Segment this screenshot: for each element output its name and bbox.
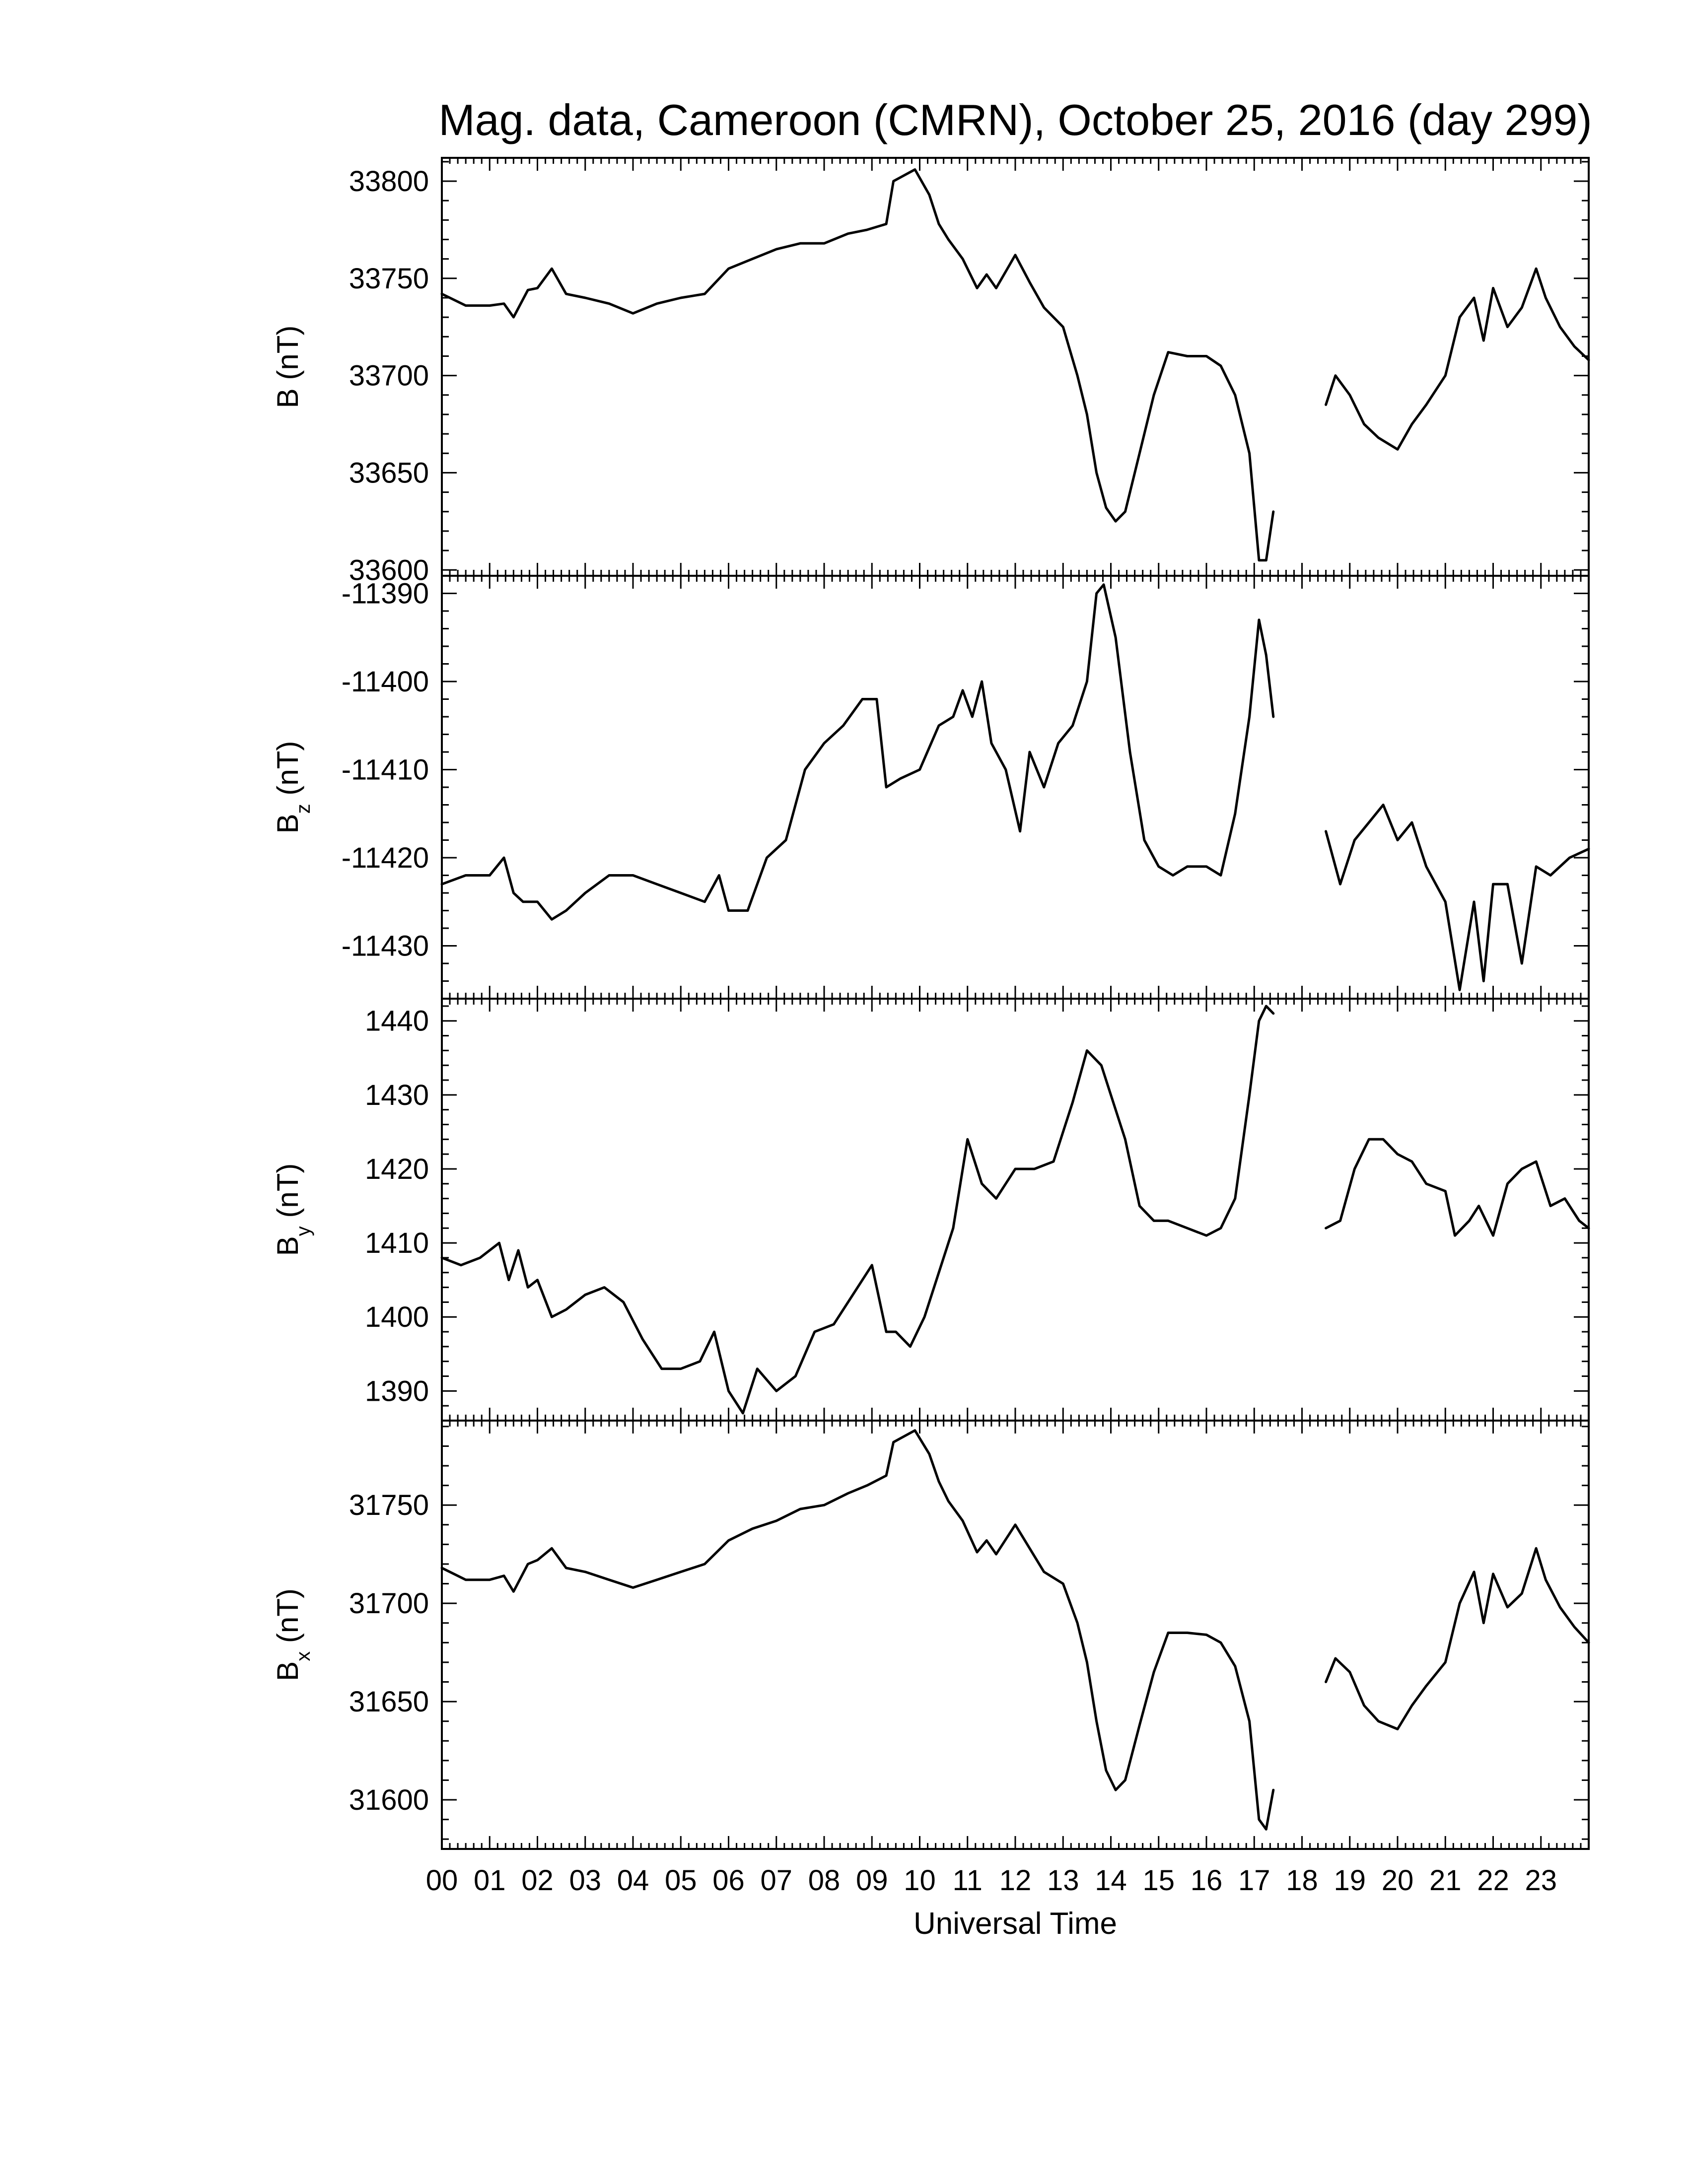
trace-Bx-segment-2	[1325, 1547, 1590, 1730]
trace-B-segment-1	[440, 168, 1275, 562]
panel-frame-By	[441, 998, 1590, 1422]
x-tick-label: 11	[953, 1864, 983, 1897]
trace-Bz-segment-2	[1325, 804, 1590, 991]
y-tick-label-Bz: -11390	[342, 578, 429, 610]
x-tick-label: 02	[521, 1864, 554, 1897]
x-tick-label: 01	[474, 1864, 506, 1897]
y-axis-label-unit: (nT)	[271, 1163, 304, 1227]
x-tick-label: 06	[712, 1864, 745, 1897]
trace-Bx-segment-1	[440, 1429, 1275, 1831]
y-axis-label-unit: (nT)	[271, 326, 304, 389]
y-axis-label-unit: (nT)	[271, 741, 304, 804]
trace-B-segment-2	[1325, 267, 1590, 451]
x-tick-label: 09	[856, 1864, 888, 1897]
x-tick-label: 19	[1334, 1864, 1366, 1897]
y-tick-label-By: 1430	[365, 1079, 429, 1111]
y-axis-label-main: B	[271, 814, 304, 833]
y-tick-label-By: 1440	[365, 1005, 429, 1037]
panel-Bz: -11390 -11400 -11410 -11420 -11430 Bz (nT)	[271, 575, 1590, 1000]
y-axis-label-subscript: x	[292, 1651, 314, 1661]
x-tick-label: 15	[1142, 1864, 1175, 1897]
trace-By-segment-2	[1325, 1138, 1590, 1237]
y-tick-label-Bx: 31700	[349, 1587, 429, 1620]
time-axis: 00 01 02 03 04 05 06 07 08 09 10 11 12 13 14 15 16 17 18 19…	[426, 1864, 1557, 1897]
x-tick-label: 03	[569, 1864, 601, 1897]
y-axis-label-subscript: z	[292, 804, 314, 814]
y-tick-label-By: 1400	[365, 1301, 429, 1333]
panel-frame-B	[441, 157, 1590, 577]
y-tick-label-By: 1390	[365, 1375, 429, 1407]
x-axis-label: Universal Time	[914, 1907, 1117, 1941]
panel-frame-Bz	[441, 575, 1590, 1000]
y-tick-label-Bz: -11430	[342, 930, 429, 962]
y-tick-label-By: 1410	[365, 1227, 429, 1259]
y-tick-label-Bx: 31600	[349, 1784, 429, 1816]
y-tick-label-By: 1420	[365, 1153, 429, 1185]
x-tick-label: 00	[426, 1864, 458, 1897]
x-tick-label: 20	[1382, 1864, 1414, 1897]
y-axis-label-main: B	[271, 388, 304, 408]
x-tick-label: 10	[904, 1864, 936, 1897]
y-axis-label-Bx: Bx (nT)	[271, 1588, 314, 1681]
x-tick-label: 21	[1429, 1864, 1462, 1897]
y-tick-label-Bx: 31650	[349, 1686, 429, 1718]
y-tick-label-B: 33800	[349, 165, 429, 198]
x-tick-label: 13	[1047, 1864, 1079, 1897]
y-tick-label-B: 33650	[349, 457, 429, 489]
y-axis-label-B: B (nT)	[271, 326, 304, 409]
x-tick-label: 17	[1238, 1864, 1270, 1897]
y-tick-label-B: 33700	[349, 360, 429, 392]
y-axis-label-By: By (nT)	[271, 1163, 314, 1256]
panel-Bx: 31600 31650 31700 31750 Bx (nT)	[271, 1420, 1590, 1850]
x-tick-label: 04	[617, 1864, 649, 1897]
y-tick-label-Bx: 31750	[349, 1489, 429, 1521]
y-tick-label-Bz: -11420	[342, 842, 429, 874]
y-tick-label-Bz: -11400	[342, 666, 429, 698]
y-axis-label-main: B	[271, 1661, 304, 1681]
x-tick-label: 08	[808, 1864, 841, 1897]
chart-title: Mag. data, Cameroon (CMRN), October 25, …	[438, 95, 1592, 144]
y-axis-label-subscript: y	[292, 1226, 314, 1236]
x-tick-label: 16	[1191, 1864, 1223, 1897]
x-tick-label: 12	[999, 1864, 1032, 1897]
y-axis-label-unit: (nT)	[271, 1588, 304, 1651]
x-tick-label: 22	[1477, 1864, 1509, 1897]
x-tick-label: 07	[760, 1864, 792, 1897]
trace-Bz-segment-1	[440, 583, 1275, 921]
y-axis-label-main: B	[271, 1236, 304, 1256]
y-tick-label-B: 33750	[349, 263, 429, 295]
y-axis-label-Bz: Bz (nT)	[271, 741, 314, 834]
trace-By-segment-1	[440, 1005, 1275, 1415]
panel-By: 1390 1400 1410 1420 1430 1440 By (nT)	[271, 998, 1590, 1422]
panel-B: 33600 33650 33700 33750 33800 B (nT)	[271, 157, 1590, 586]
panel-frame-Bx	[441, 1420, 1590, 1850]
x-tick-label: 05	[665, 1864, 697, 1897]
y-tick-label-Bz: -11410	[342, 754, 429, 786]
x-tick-label: 14	[1095, 1864, 1127, 1897]
x-tick-label: 23	[1525, 1864, 1557, 1897]
y-tick-label-B: 33600	[349, 554, 429, 586]
x-tick-label: 18	[1286, 1864, 1318, 1897]
